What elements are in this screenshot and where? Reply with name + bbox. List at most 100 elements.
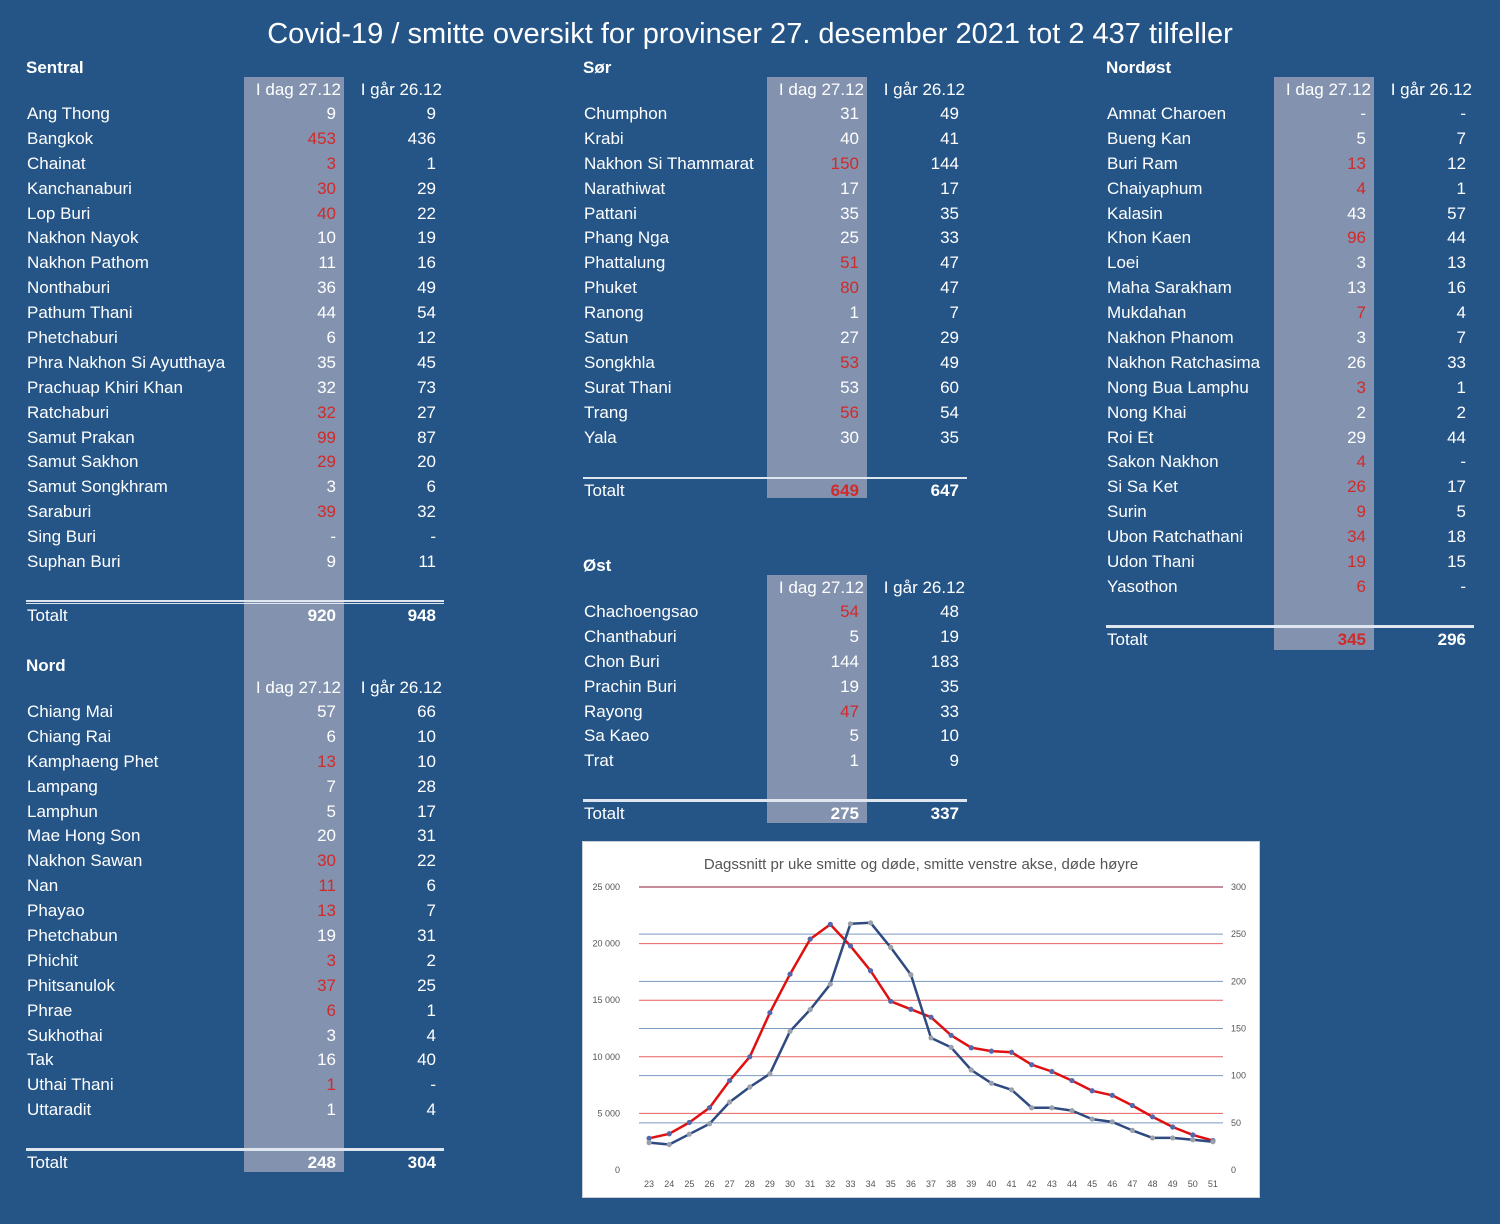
province-name: Prachin Buri <box>584 676 677 696</box>
province-name: Lamphun <box>27 801 98 821</box>
data-point-left <box>1089 1088 1095 1094</box>
province-row: Kanchanaburi 30 29 <box>26 177 444 202</box>
cases-today: 6 <box>326 726 336 746</box>
cases-yesterday: 17 <box>1447 477 1466 497</box>
y-right-tick-label: 150 <box>1231 1024 1246 1034</box>
column-header-today: I dag 27.12 <box>255 80 341 99</box>
cases-today: - <box>330 527 336 547</box>
total-row: Totalt 345 296 <box>1106 627 1474 651</box>
x-tick-label: 49 <box>1168 1179 1178 1189</box>
column-header-yesterday: I går 26.12 <box>360 678 442 697</box>
province-name: Nakhon Pathom <box>27 253 149 273</box>
cases-today: 7 <box>1356 303 1366 323</box>
cases-today: 53 <box>840 377 859 397</box>
cases-today: 3 <box>326 950 336 970</box>
province-row: Kamphaeng Phet 13 10 <box>26 750 444 775</box>
cases-yesterday: 5 <box>1456 502 1466 522</box>
province-name: Surin <box>1107 502 1147 522</box>
y-left-tick-label: 25 000 <box>592 882 620 892</box>
column-header-yesterday: I går 26.12 <box>1390 80 1472 99</box>
cases-yesterday: 87 <box>417 427 436 447</box>
data-point-right <box>1029 1105 1035 1111</box>
data-point-right <box>666 1141 672 1148</box>
cases-today: 44 <box>317 303 336 323</box>
data-point-left <box>1109 1092 1115 1098</box>
x-tick-label: 40 <box>986 1179 996 1189</box>
today-column-highlight <box>767 77 867 498</box>
cases-today: 35 <box>317 352 336 372</box>
province-name: Phetchabun <box>27 926 118 946</box>
cases-today: 4 <box>1356 178 1366 198</box>
x-tick-label: 29 <box>765 1179 775 1189</box>
province-name: Sakon Nakhon <box>1107 452 1219 472</box>
province-name: Trang <box>584 402 628 422</box>
province-row: Surat Thani 53 60 <box>583 376 1001 401</box>
cases-today: 5 <box>1356 128 1366 148</box>
province-row: Phra Nakhon Si Ayutthaya 35 45 <box>26 351 444 376</box>
province-name: Prachuap Khiri Khan <box>27 377 183 397</box>
data-point-right <box>727 1099 733 1105</box>
province-row: Chaiyaphum 4 1 <box>1106 177 1500 202</box>
province-row: Chanthaburi 5 19 <box>583 625 1001 650</box>
cases-yesterday: 31 <box>417 926 436 946</box>
province-row: Phayao 13 7 <box>26 899 444 924</box>
province-row: Samut Songkhram 3 6 <box>26 475 444 500</box>
series-line-right <box>648 921 1214 1146</box>
total-yesterday: 304 <box>407 1153 436 1172</box>
total-today: 345 <box>1337 630 1366 649</box>
region-title: Sør <box>583 58 612 77</box>
data-point-left <box>747 1054 753 1060</box>
province-name: Satun <box>584 328 629 348</box>
cases-yesterday: 9 <box>949 751 959 771</box>
data-point-left <box>988 1048 995 1054</box>
cases-yesterday: - <box>1460 576 1466 596</box>
province-row: Rayong 47 33 <box>583 700 1001 725</box>
cases-today: 43 <box>1347 203 1366 223</box>
x-tick-label: 23 <box>644 1179 654 1189</box>
province-name: Si Sa Ket <box>1107 477 1178 497</box>
cases-yesterday: 10 <box>417 751 436 771</box>
province-row: Nonthaburi 36 49 <box>26 276 444 301</box>
cases-today: 5 <box>849 726 859 746</box>
cases-today: 10 <box>317 228 336 248</box>
province-row: Yala 30 35 <box>583 426 1001 451</box>
data-point-right <box>867 920 874 926</box>
cases-yesterday: 54 <box>940 402 959 422</box>
region-rows: Ang Thong 9 9 Bangkok 453 436 Chainat 3 1 Kanchan… <box>26 102 444 575</box>
province-name: Trat <box>584 751 614 771</box>
data-point-right <box>1190 1137 1196 1143</box>
y-right-tick-label: 250 <box>1231 929 1246 939</box>
province-name: Chon Buri <box>584 651 660 671</box>
total-label: Totalt <box>27 1153 68 1172</box>
province-row: Samut Prakan 99 87 <box>26 426 444 451</box>
total-today: 275 <box>830 804 859 823</box>
x-tick-label: 25 <box>684 1179 694 1189</box>
region-rows: Chiang Mai 57 66 Chiang Rai 6 10 Kamphaeng Phe… <box>26 700 444 1123</box>
data-point-left <box>1008 1049 1015 1055</box>
province-row: Phang Nga 25 33 <box>583 226 1001 251</box>
total-label: Totalt <box>1107 630 1148 649</box>
cases-today: 35 <box>840 203 859 223</box>
total-today: 248 <box>307 1153 336 1172</box>
data-point-left <box>1190 1132 1196 1138</box>
cases-today: 57 <box>317 702 336 721</box>
cases-today: 27 <box>840 328 859 348</box>
cases-today: 5 <box>849 626 859 646</box>
cases-yesterday: 15 <box>1447 552 1466 572</box>
column-header-today: I dag 27.12 <box>1285 80 1371 99</box>
province-name: Phrae <box>27 1000 73 1020</box>
column-header-today: I dag 27.12 <box>778 80 864 99</box>
data-point-left <box>888 998 894 1004</box>
cases-today: 56 <box>840 402 859 422</box>
province-row: Yasothon 6 - <box>1106 575 1500 600</box>
data-point-left <box>1170 1124 1176 1130</box>
total-yesterday: 647 <box>930 481 959 500</box>
province-name: Yala <box>584 427 617 447</box>
province-name: Kamphaeng Phet <box>27 751 159 771</box>
cases-yesterday: 144 <box>930 153 959 173</box>
cases-yesterday: 35 <box>940 427 959 447</box>
x-tick-label: 32 <box>825 1179 835 1189</box>
province-row: Lamphun 5 17 <box>26 800 444 825</box>
data-point-left <box>686 1119 692 1126</box>
cases-yesterday: 25 <box>417 975 436 995</box>
